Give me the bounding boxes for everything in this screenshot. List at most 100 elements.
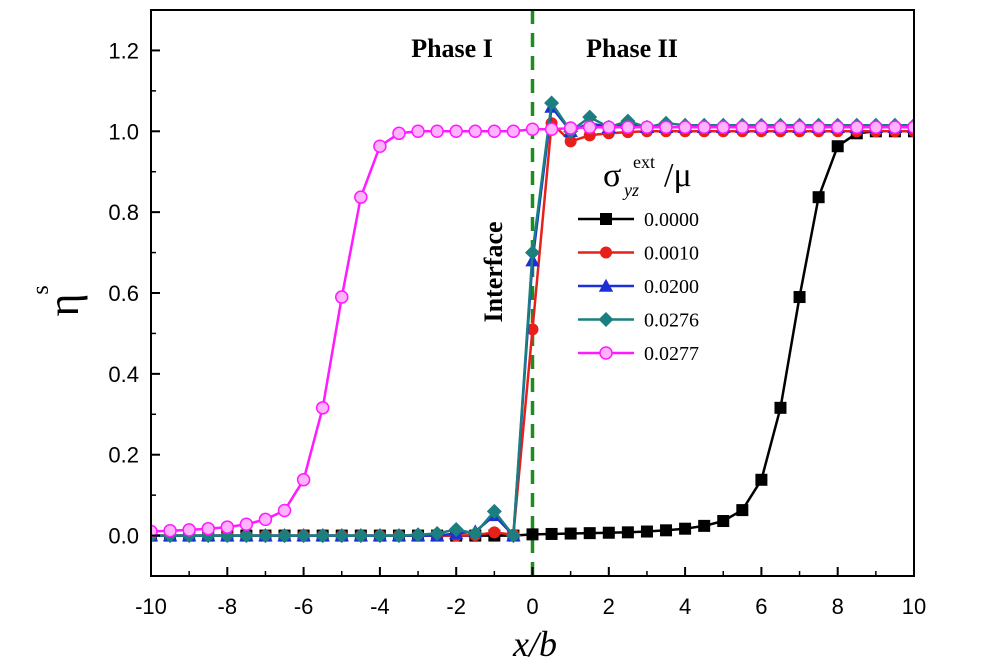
y-tick-label: 1.2	[108, 38, 139, 63]
x-tick-label: 10	[902, 594, 926, 619]
data-point-circle-open	[392, 126, 406, 141]
ticks-layer: -10 -8 -6 -4 -2 0 2 4 6 8 10 0.0 0.2 0.4 0.6 0.8 1.0 1.2	[108, 38, 926, 619]
data-point-circle-open	[430, 124, 444, 139]
legend-title-sub: yz	[622, 180, 639, 200]
data-point-diamond	[505, 528, 521, 544]
data-point-square	[679, 522, 692, 535]
x-tick-label: -2	[446, 594, 466, 619]
x-tick-label: 4	[679, 594, 691, 619]
y-tick-label: 0.4	[108, 362, 139, 387]
x-tick-label: -8	[218, 594, 238, 619]
y-tick-label: 0.6	[108, 281, 139, 306]
x-tick-label: 6	[755, 594, 767, 619]
x-tick-label: 0	[526, 594, 538, 619]
data-point-circle-open	[792, 120, 807, 134]
data-point-circle-open	[373, 139, 387, 153]
data-point-diamond	[372, 528, 388, 544]
data-point-square	[831, 140, 844, 153]
data-point-square	[660, 524, 673, 537]
data-point-square	[698, 519, 711, 532]
data-point-square	[640, 525, 653, 538]
data-point-circle-open	[582, 120, 597, 134]
data-point-circle-open	[773, 120, 788, 134]
data-point-square	[583, 527, 596, 540]
data-point-circle-open	[163, 523, 177, 538]
legend-entry-0.0276: 0.0276	[578, 310, 699, 332]
annotation-phase-2: Phase II	[586, 34, 678, 63]
data-point-square	[717, 515, 730, 528]
data-point-diamond	[257, 528, 273, 544]
data-point-diamond	[391, 528, 407, 544]
x-tick-label: -6	[294, 594, 314, 619]
legend-title-suffix: /μ	[664, 157, 692, 194]
data-point-square	[564, 527, 577, 540]
data-point-diamond	[598, 312, 614, 327]
data-point-diamond	[525, 245, 540, 261]
data-point-square	[736, 504, 749, 517]
data-point-circle-open	[201, 521, 215, 536]
data-point-circle-open	[659, 120, 673, 134]
series-0.0277	[151, 120, 914, 539]
y-tick-label: 0.2	[108, 443, 139, 468]
data-point-circle-open	[716, 120, 730, 134]
legend-entry-0.0200: 0.0200	[578, 276, 699, 298]
x-tick-label: 2	[603, 594, 615, 619]
data-point-circle-open	[869, 120, 883, 134]
data-point-circle-open	[315, 401, 330, 415]
data-point-circle-open	[258, 512, 273, 527]
x-tick-label: -4	[370, 594, 390, 619]
legend-label: 0.0000	[644, 209, 699, 231]
legend-entry-0.0010: 0.0010	[578, 243, 699, 265]
data-point-circle-open	[335, 290, 349, 304]
data-point-diamond	[296, 528, 312, 544]
data-point-circle-open	[811, 120, 826, 134]
data-point-diamond	[467, 526, 483, 542]
data-point-circle-open	[907, 120, 914, 134]
legend-title-sup: ext	[633, 152, 655, 172]
x-axis-title-text: x/b	[512, 624, 557, 664]
data-point-diamond	[582, 109, 598, 125]
x-axis-title: x/b	[512, 624, 557, 664]
data-point-square	[793, 291, 806, 304]
data-point-circle-open	[697, 120, 711, 134]
y-axis-title-base: η	[39, 293, 88, 316]
data-point-diamond	[315, 528, 331, 544]
x-tick-label: -10	[135, 594, 167, 619]
data-point-circle	[488, 526, 501, 539]
data-point-circle-open	[525, 122, 540, 137]
data-point-circle-open	[830, 120, 845, 134]
data-point-circle-open	[599, 346, 613, 360]
data-point-circle-open	[754, 120, 769, 134]
data-point-circle	[526, 323, 539, 336]
data-point-circle-open	[563, 121, 578, 135]
y-tick-label: 1.0	[108, 119, 139, 144]
data-point-diamond	[353, 528, 369, 544]
data-point-circle-open	[678, 120, 692, 134]
data-point-square	[545, 527, 558, 540]
data-point-square	[621, 526, 634, 539]
legend-entry-0.0277: 0.0277	[578, 343, 699, 365]
data-point-diamond	[448, 522, 464, 538]
data-point-diamond	[429, 526, 445, 542]
data-point-circle-open	[888, 120, 902, 134]
data-point-circle-open	[296, 473, 311, 487]
data-point-square	[526, 528, 539, 541]
legend-title-base: σ	[603, 157, 621, 194]
annotation-interface: Interface	[479, 221, 508, 322]
legend-label: 0.0010	[644, 243, 699, 265]
data-point-square	[600, 213, 612, 225]
data-point-square	[774, 401, 787, 414]
data-point-circle-open	[277, 503, 292, 518]
data-point-square	[602, 526, 615, 539]
data-point-circle-open	[239, 517, 254, 532]
y-tick-label: 0.0	[108, 524, 139, 549]
data-point-circle-open	[411, 124, 425, 139]
data-point-diamond	[277, 528, 293, 544]
legend-label: 0.0277	[644, 343, 699, 365]
legend: σ ext yz /μ 0.0000 0.0010 0.0200 0.0276 0.02…	[578, 152, 699, 365]
data-point-circle-open	[735, 120, 750, 134]
data-point-circle-open	[602, 120, 616, 134]
data-point-diamond	[544, 95, 560, 111]
legend-entries: 0.0000 0.0010 0.0200 0.0276 0.0277	[578, 209, 699, 365]
